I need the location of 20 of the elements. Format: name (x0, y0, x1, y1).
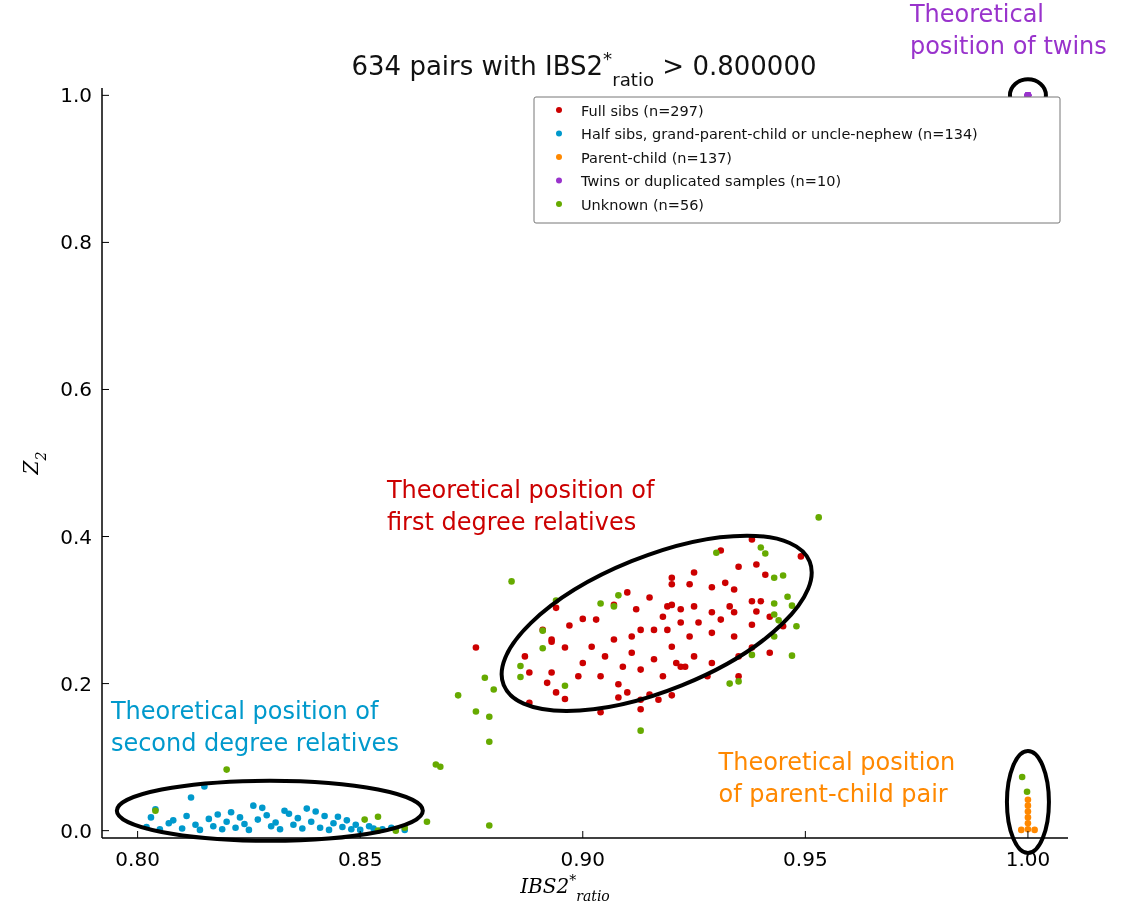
y-tick-label: 0.6 (60, 377, 92, 402)
x-tick-label: 0.85 (337, 847, 383, 871)
y-tick-label: 0.8 (60, 230, 92, 255)
x-tick-label: 0.90 (560, 847, 606, 871)
legend-label: Half sibs, grand-parent-child or uncle-nephew (n=134) (581, 126, 978, 142)
y-tick-label: 0.0 (60, 818, 92, 843)
legend-label: Parent-child (n=137) (581, 149, 733, 166)
legend-label: Unknown (n=56) (581, 196, 705, 213)
legend-label: Twins or duplicated samples (n=10) (580, 173, 842, 189)
text: Theoretical position of twins (908, 0, 1107, 60)
annotation: Theoretical position of parent-child pair (717, 748, 956, 809)
chart-title: 634 pairs with IBS2$^{*}$$_{ratio}$ > 0.800000 (351, 47, 817, 90)
annotation: Theoretical position of second degree relatives (109, 696, 399, 757)
y-tick-label: 1.0 (60, 83, 92, 108)
x-tick-label: 0.95 (783, 847, 828, 871)
annotation: Theoretical position of first degree relatives (385, 476, 655, 537)
x-tick-label: 0.80 (115, 847, 160, 871)
y-tick-label: 0.2 (60, 671, 92, 696)
y-tick-label: 0.4 (60, 524, 92, 549)
legend-label: Full sibs (n=297) (581, 102, 704, 119)
